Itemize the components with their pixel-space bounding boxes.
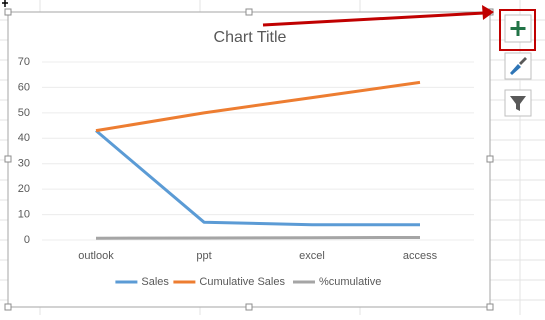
- highlight-box: [499, 9, 536, 51]
- y-tick-label: 30: [18, 158, 30, 170]
- x-tick-label: ppt: [196, 250, 211, 262]
- y-tick-label: 70: [18, 56, 30, 68]
- y-tick-label: 60: [18, 81, 30, 93]
- plus-icon: [510, 21, 526, 36]
- cursor: [2, 0, 8, 7]
- arrow-head: [482, 5, 494, 20]
- filter-icon: [510, 96, 526, 111]
- y-tick-label: 40: [18, 132, 30, 144]
- x-tick-label: outlook: [78, 250, 114, 262]
- y-tick-label: 50: [18, 107, 30, 119]
- y-tick-label: 10: [18, 208, 30, 220]
- brush-icon: [510, 64, 521, 75]
- x-tick-label: access: [403, 250, 438, 262]
- series-line: [95, 129, 420, 227]
- y-tick-label: 20: [18, 183, 30, 195]
- series-line: [95, 80, 421, 133]
- chart-area[interactable]: [7, 11, 491, 308]
- chart-title: Chart Title: [214, 29, 287, 46]
- series-line: [95, 235, 421, 240]
- x-tick-label: excel: [299, 250, 325, 262]
- legend-label: %cumulative: [319, 276, 381, 288]
- legend-label: Sales: [141, 276, 169, 288]
- arrow-shaft: [262, 11, 485, 27]
- legend-label: Cumulative Sales: [199, 276, 285, 288]
- y-tick-label: 0: [24, 234, 30, 246]
- brush-handle: [519, 57, 527, 65]
